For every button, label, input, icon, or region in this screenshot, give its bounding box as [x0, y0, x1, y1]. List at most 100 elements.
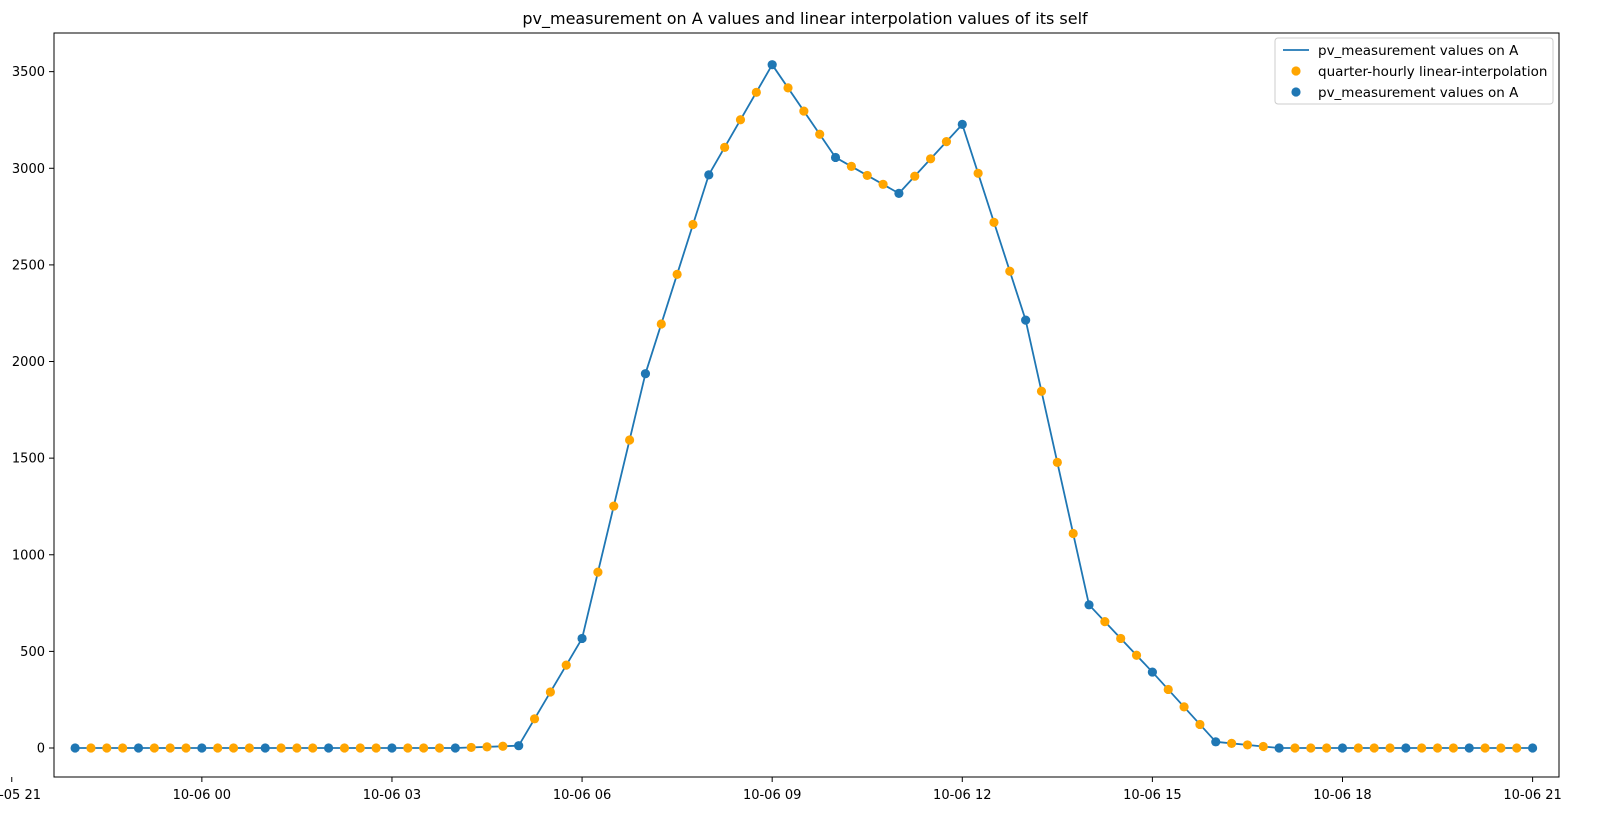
scatter-point [1322, 743, 1332, 753]
scatter-point [878, 179, 888, 189]
scatter-point [767, 60, 777, 70]
y-tick-label: 1500 [12, 452, 45, 467]
scatter-point [957, 119, 967, 130]
scatter-point [799, 106, 809, 116]
scatter-point [260, 743, 270, 753]
x-tick-label: 10-06 12 [933, 788, 991, 803]
scatter-point [133, 743, 144, 753]
scatter-point [403, 743, 413, 753]
scatter-point [1401, 743, 1411, 753]
x-tick-label: 10-06 00 [173, 788, 231, 803]
scatter-point [498, 741, 508, 751]
scatter-point [1496, 743, 1506, 753]
scatter-point [688, 219, 698, 230]
scatter-point [1116, 633, 1126, 644]
scatter-point [910, 171, 920, 181]
scatter-point [292, 743, 302, 753]
scatter-series-2 [70, 60, 1538, 753]
scatter-point [973, 168, 983, 178]
scatter-point [1131, 650, 1142, 660]
x-tick-label: 10-05 21 [0, 788, 41, 803]
scatter-point [1084, 600, 1094, 610]
scatter-point [149, 743, 159, 753]
scatter-point [276, 743, 286, 753]
scatter-point [1385, 743, 1395, 753]
scatter-point [1227, 738, 1237, 748]
scatter-point [609, 501, 619, 511]
legend-marker-swatch [1291, 66, 1301, 76]
scatter-point [86, 743, 96, 753]
scatter-point [181, 743, 191, 753]
scatter-point [1068, 528, 1078, 539]
y-tick-label: 3500 [12, 65, 45, 80]
scatter-point [1195, 719, 1205, 730]
x-tick-label: 10-06 09 [743, 788, 801, 803]
scatter-point [1480, 743, 1490, 753]
scatter-point [165, 743, 175, 753]
scatter-point [1021, 315, 1031, 325]
scatter-point [1052, 457, 1062, 467]
scatter-point [197, 743, 207, 753]
scatter-point [862, 170, 872, 181]
plot-area-frame [53, 32, 1560, 778]
scatter-point [1100, 617, 1110, 627]
legend-box [1274, 37, 1554, 105]
scatter-point [529, 714, 540, 724]
scatter-point [1432, 743, 1443, 753]
y-tick-label: 2000 [12, 355, 45, 370]
legend-label: pv_measurement values on A [1318, 43, 1519, 59]
scatter-point [1464, 743, 1474, 753]
scatter-point [514, 741, 524, 751]
scatter-point [1528, 743, 1538, 753]
legend-label: quarter-hourly linear-interpolation [1318, 64, 1547, 80]
scatter-point [1369, 743, 1379, 753]
x-tick-label: 10-06 21 [1503, 788, 1561, 803]
scatter-point [355, 743, 365, 753]
scatter-point [1179, 702, 1189, 712]
scatter-point [482, 742, 492, 752]
scatter-point [561, 660, 571, 670]
chart-title: pv_measurement on A values and linear in… [522, 9, 1088, 29]
y-tick-label: 500 [20, 645, 45, 660]
scatter-point [1274, 743, 1284, 753]
scatter-point [324, 743, 334, 753]
scatter-point [1258, 741, 1268, 752]
scatter-point [1353, 743, 1363, 753]
series-layer [70, 60, 1538, 753]
scatter-point [118, 743, 128, 753]
scatter-point [434, 743, 445, 753]
scatter-point [102, 743, 112, 753]
scatter-point [1163, 684, 1173, 695]
scatter-point [1005, 266, 1015, 276]
scatter-point [593, 567, 603, 577]
scatter-point [989, 217, 999, 227]
scatter-point [1036, 386, 1047, 396]
scatter-point [419, 743, 429, 753]
x-tick-label: 10-06 03 [363, 788, 421, 803]
scatter-point [625, 435, 635, 445]
scatter-point [545, 687, 555, 697]
scatter-point [783, 83, 793, 93]
scatter-point [1211, 737, 1221, 747]
x-axis: 10-05 21 10-06 00 10-06 03 10-06 06 10-06 09… [0, 777, 1562, 803]
scatter-point [466, 742, 476, 753]
scatter-point [830, 152, 841, 163]
scatter-point [1337, 743, 1348, 753]
x-tick-label: 10-06 06 [553, 788, 611, 803]
scatter-point [735, 115, 746, 125]
scatter-point [894, 188, 904, 198]
scatter-point [244, 743, 254, 753]
scatter-point [1242, 740, 1253, 750]
legend: pv_measurement values on A quarter-hourly… [1274, 37, 1554, 105]
scatter-point [339, 743, 350, 753]
scatter-point [1147, 667, 1157, 677]
scatter-point [926, 154, 936, 164]
scatter-point [387, 743, 397, 753]
legend-label: pv_measurement values on A [1318, 85, 1519, 101]
scatter-point [450, 743, 460, 753]
scatter-point [846, 161, 856, 171]
x-tick-label: 10-06 15 [1123, 788, 1181, 803]
scatter-point [213, 743, 223, 753]
